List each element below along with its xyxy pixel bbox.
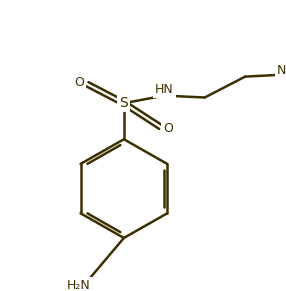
Text: O: O: [75, 76, 85, 89]
Text: HN: HN: [155, 84, 174, 96]
Text: H₂N: H₂N: [67, 279, 91, 291]
Text: S: S: [120, 96, 128, 110]
Text: O: O: [163, 122, 173, 135]
Text: N: N: [277, 64, 286, 77]
